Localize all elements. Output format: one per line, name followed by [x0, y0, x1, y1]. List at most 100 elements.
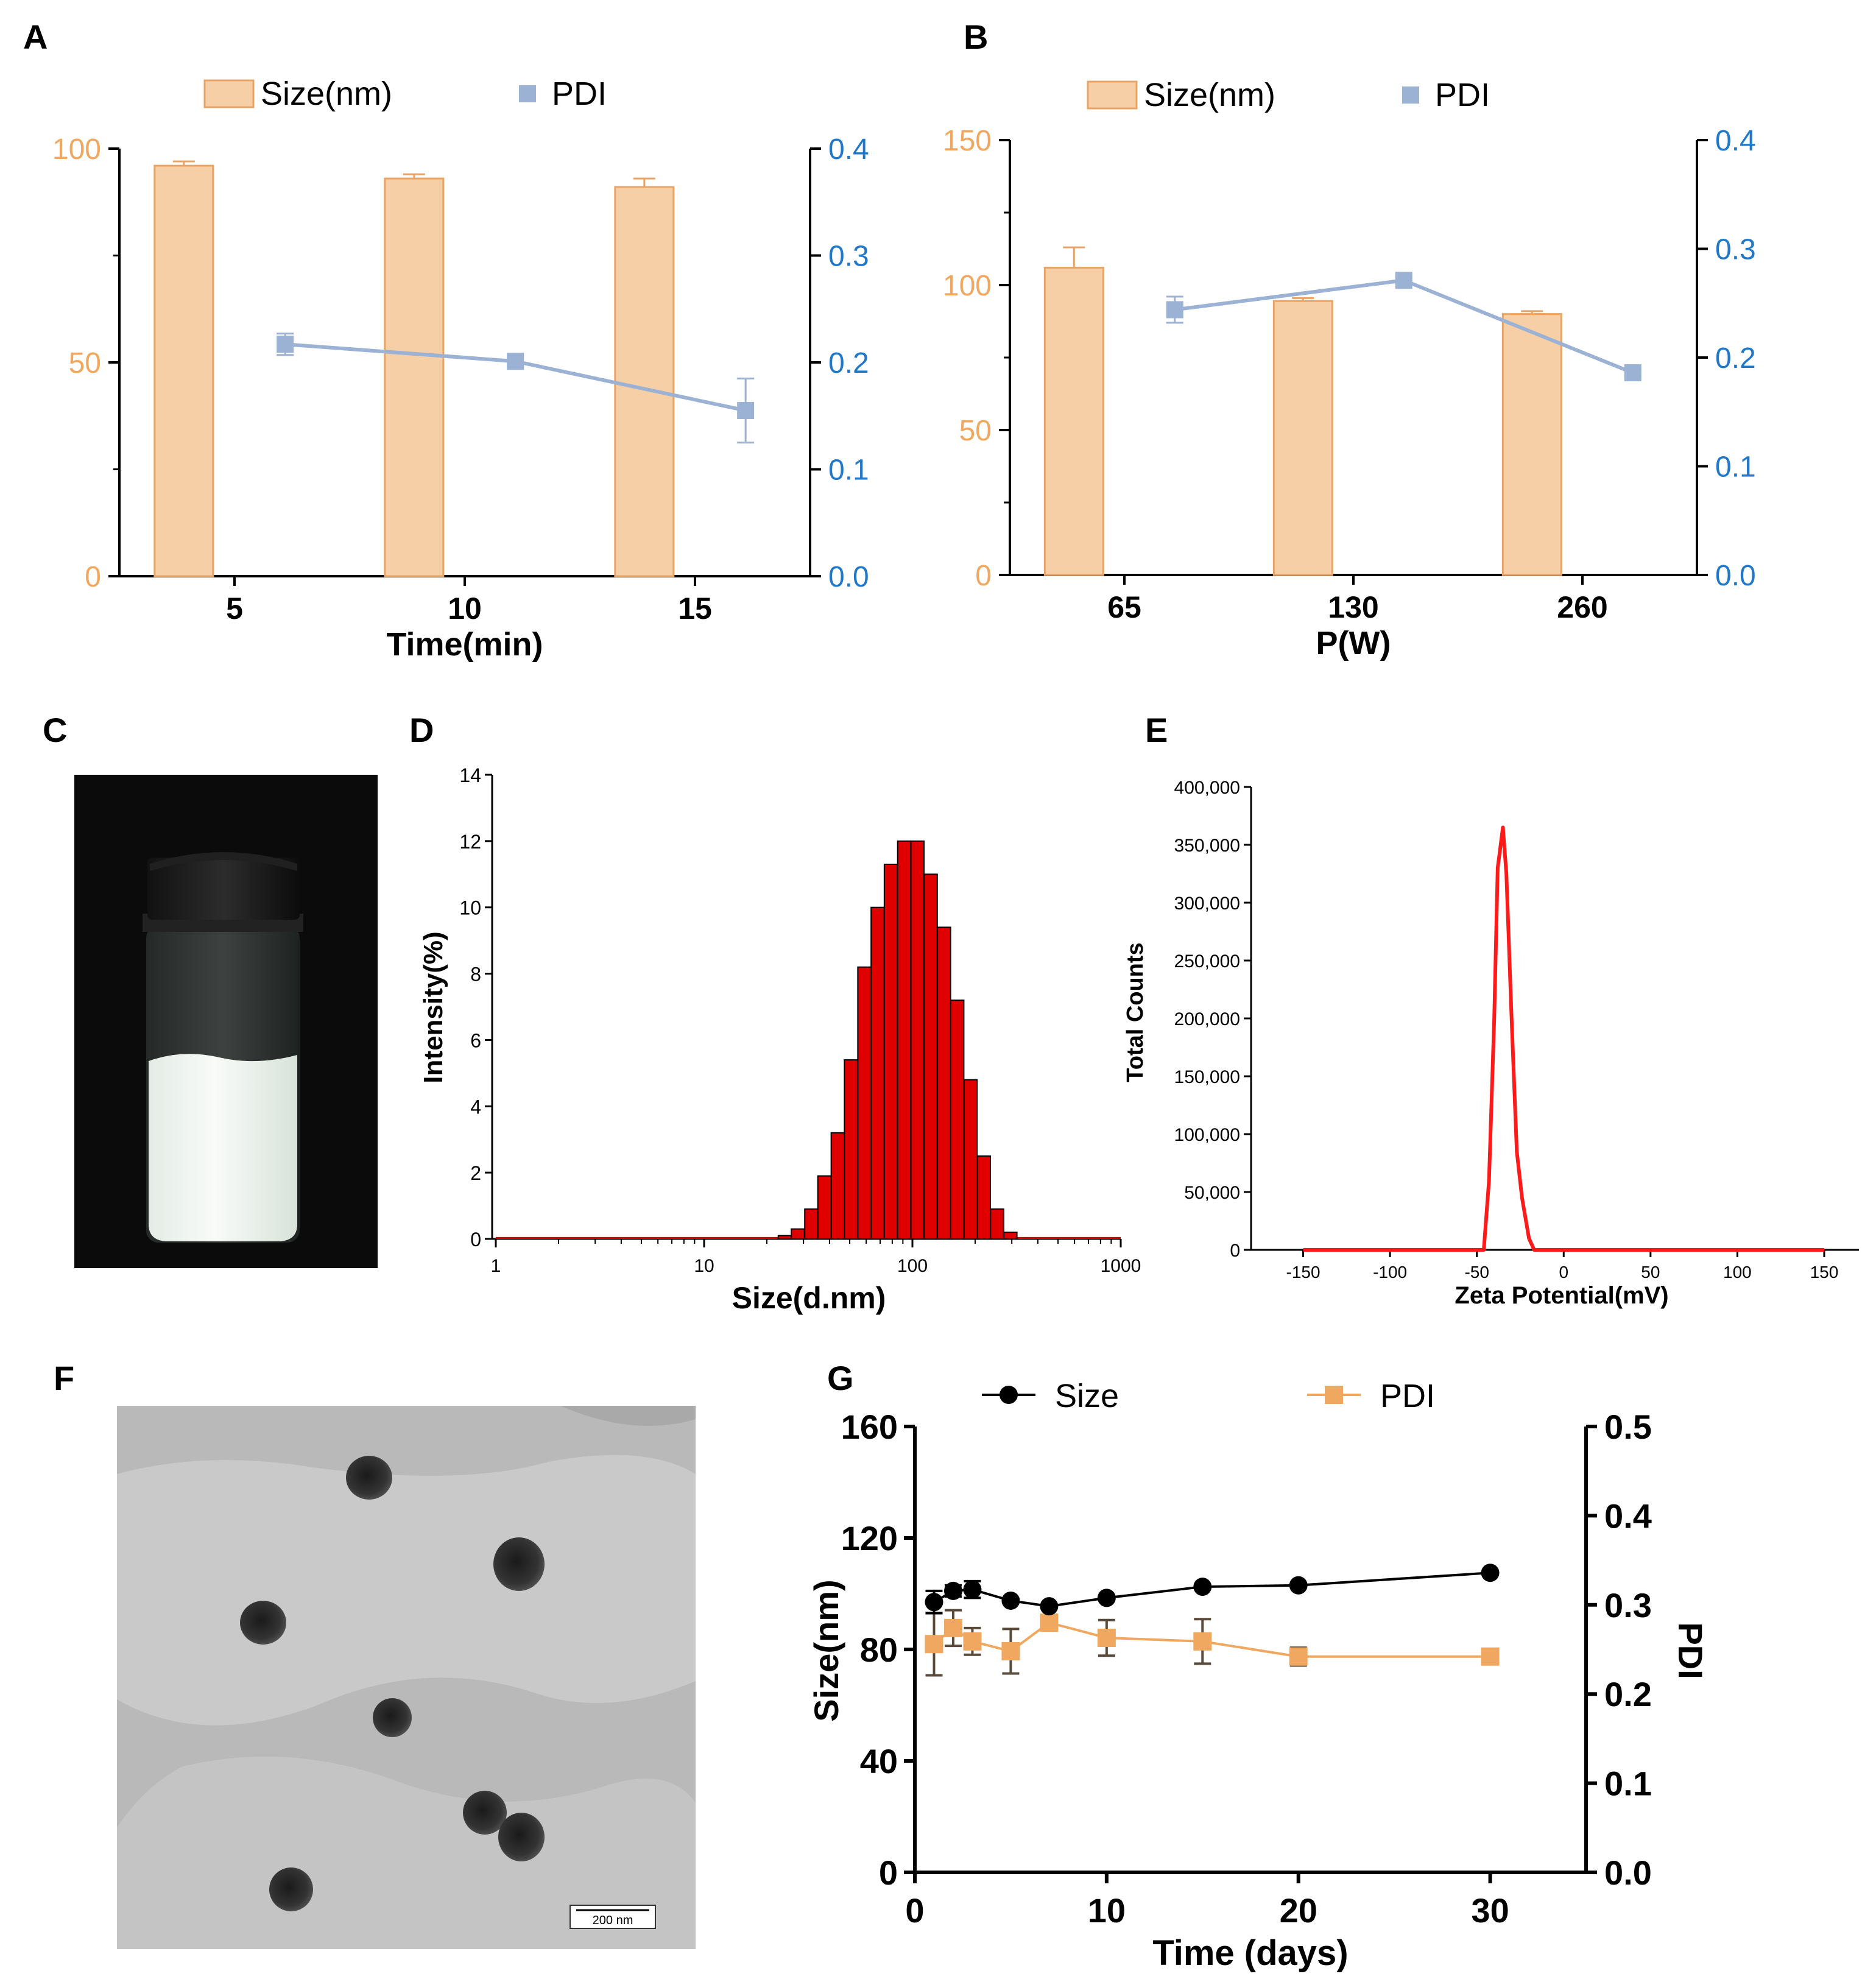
- legend-pdi-swatch: [1402, 86, 1419, 104]
- y-tick-label: 350,000: [1174, 836, 1240, 856]
- y-tick-label: 2: [470, 1162, 481, 1184]
- vial-cap-top: [150, 852, 297, 871]
- y-left-tick-label: 40: [860, 1742, 898, 1780]
- legend-pdi-swatch: [519, 85, 536, 102]
- pdi-point: [737, 401, 755, 419]
- hist-bar: [963, 1079, 978, 1240]
- size-point: [1481, 1564, 1500, 1582]
- pdi-line: [1174, 278, 1634, 375]
- y-right-tick-label: 0.5: [1604, 1408, 1652, 1446]
- y-right-tick-label: 0.0: [1715, 560, 1756, 592]
- panel-label-d: D: [409, 711, 434, 749]
- y-tick-label: 4: [470, 1096, 481, 1118]
- pdi-point: [943, 1618, 962, 1637]
- tem-light-region: [117, 1455, 696, 1726]
- x-tick-label: 10: [448, 591, 482, 626]
- hist-bar: [830, 1132, 845, 1240]
- size-bar: [384, 177, 445, 577]
- y-left-tick-label: 50: [959, 415, 992, 447]
- x-tick-label: -50: [1464, 1263, 1489, 1282]
- hist-bar: [923, 873, 938, 1240]
- x-tick-label: 0: [905, 1891, 924, 1930]
- tem-particle: [498, 1813, 545, 1861]
- size-point: [1040, 1597, 1059, 1616]
- legend-size-label: Size(nm): [1144, 77, 1275, 113]
- chart-d-size-distribution: 0 2 4 6 8 10 12 14 1 10 100 1000 Intensity(%) Size(d.…: [418, 764, 1141, 1315]
- y-axis-label: Intensity(%): [418, 931, 448, 1083]
- hist-bar: [777, 1235, 792, 1240]
- panel-label-g: G: [827, 1359, 854, 1397]
- legend-size-marker: [1000, 1386, 1018, 1404]
- y-tick-label: 400,000: [1174, 778, 1240, 798]
- size-bar: [1501, 313, 1562, 576]
- tem-scale-bar-box: [570, 1905, 656, 1929]
- legend-pdi-label: PDI: [552, 76, 607, 112]
- x-tick-label: -150: [1286, 1263, 1321, 1282]
- x-tick-label: 10: [694, 1256, 714, 1276]
- y-axis-label-left: Size(nm): [807, 1579, 845, 1721]
- tem-particle: [463, 1791, 507, 1835]
- tem-particle: [373, 1698, 412, 1737]
- y-tick-label: 50,000: [1184, 1183, 1240, 1203]
- size-point: [1001, 1591, 1020, 1610]
- pdi-point: [1193, 1632, 1212, 1651]
- y-right-tick-label: 0.0: [828, 561, 869, 593]
- x-tick-label: 0: [1559, 1263, 1568, 1282]
- tem-particle: [493, 1537, 545, 1591]
- hist-bar: [990, 1208, 1004, 1240]
- tem-scale-bar-label: 200 nm: [593, 1914, 633, 1927]
- hist-bar: [937, 926, 951, 1240]
- y-tick-label: 14: [459, 764, 481, 786]
- legend-size-swatch: [203, 79, 255, 108]
- x-axis-label: Time(min): [386, 626, 543, 663]
- tem-particle: [346, 1456, 392, 1500]
- tem-particle: [269, 1867, 313, 1911]
- size-bar: [153, 164, 214, 577]
- pdi-point: [507, 353, 524, 370]
- x-tick-label: 100: [1723, 1263, 1752, 1282]
- chart-b-size-pdi-vs-power: 0 50 100 150 0.0 0.1 0.2 0.3 0.4 65 130 260 P(W) Size…: [943, 77, 1756, 661]
- tem-particle: [240, 1601, 286, 1645]
- size-bar: [614, 186, 675, 577]
- y-left-tick-label: 120: [841, 1519, 898, 1557]
- pdi-point: [1001, 1642, 1020, 1660]
- pdi-point: [1166, 301, 1183, 319]
- hist-bar: [857, 966, 872, 1240]
- panel-label-a: A: [23, 18, 48, 56]
- size-point: [1193, 1578, 1212, 1596]
- vial-cap: [147, 858, 300, 920]
- panel-label-f: F: [54, 1359, 74, 1397]
- chart-e-zeta-potential: 0 50,000 100,000 150,000 200,000 250,000 300,0…: [1123, 778, 1859, 1309]
- tem-dark-region: [560, 1406, 696, 1426]
- x-tick-label: 1: [491, 1256, 501, 1276]
- y-left-tick-label: 100: [52, 133, 101, 166]
- x-tick-label: 130: [1328, 590, 1378, 624]
- y-left-tick-label: 0: [975, 560, 992, 592]
- vial-photo: [74, 775, 378, 1268]
- hist-bar: [844, 1059, 858, 1240]
- x-axis-label: P(W): [1316, 625, 1391, 661]
- size-point: [963, 1580, 982, 1599]
- y-right-tick-label: 0.2: [1604, 1675, 1652, 1713]
- tem-image: 200 nm: [117, 1406, 696, 1949]
- x-tick-label: 10: [1088, 1891, 1126, 1930]
- zeta-line: [1303, 825, 1824, 1252]
- y-right-tick-label: 0.3: [828, 241, 869, 273]
- y-tick-label: 150,000: [1174, 1067, 1240, 1087]
- y-right-tick-label: 0.4: [1715, 125, 1756, 157]
- hist-bar: [817, 1175, 832, 1240]
- y-left-tick-label: 0: [879, 1853, 898, 1892]
- y-right-tick-label: 0.0: [1604, 1853, 1652, 1892]
- hist-bar: [976, 1155, 991, 1240]
- legend-size-label: Size: [1055, 1378, 1119, 1414]
- pdi-point: [1624, 364, 1642, 381]
- y-tick-label: 300,000: [1174, 894, 1240, 914]
- hist-bar: [897, 840, 912, 1240]
- y-tick-label: 250,000: [1174, 951, 1240, 972]
- y-right-tick-label: 0.2: [828, 347, 869, 379]
- size-bar: [1043, 266, 1104, 576]
- pdi-point: [1289, 1647, 1308, 1666]
- x-tick-label: 260: [1557, 590, 1607, 624]
- y-tick-label: 12: [459, 831, 481, 853]
- y-right-tick-label: 0.4: [828, 133, 869, 166]
